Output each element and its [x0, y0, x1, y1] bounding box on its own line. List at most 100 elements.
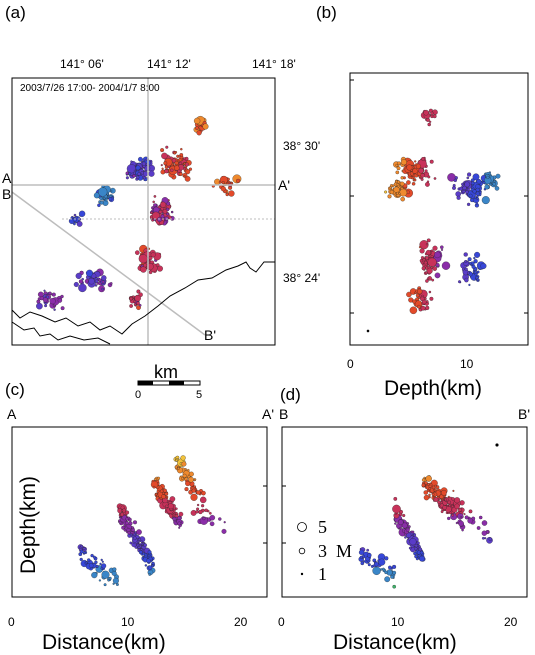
hypocenter-dot: [425, 243, 429, 246]
hypocenter-dot: [468, 193, 473, 198]
panel-label-d: (d): [280, 385, 301, 404]
hypocenter-dot: [390, 575, 394, 579]
hypocenter-dot: [199, 496, 207, 504]
hypocenter-dot: [44, 304, 48, 308]
hypocenter-dot: [429, 159, 434, 164]
hypocenter-dot: [378, 558, 386, 566]
scale-tick: 0: [135, 389, 141, 401]
hypocenter-dot: [185, 480, 191, 487]
hypocenter-dot: [125, 521, 129, 526]
hypocenter-dot: [46, 295, 50, 299]
hypocenter-dot: [171, 210, 174, 214]
hypocenter-dot: [148, 170, 155, 177]
hypocenter-dot: [138, 537, 141, 541]
hypocenter-dot: [126, 528, 131, 532]
hypocenter-dot: [419, 240, 429, 250]
hypocenter-dot: [165, 145, 169, 149]
hypocenter-dot: [109, 282, 113, 285]
hypocenter-dot: [476, 526, 481, 530]
hypocenter-dot: [137, 172, 141, 176]
hypocenter-dot: [102, 196, 106, 200]
hypocenter-dot: [133, 300, 137, 303]
hypocenter-dot: [464, 515, 469, 520]
hypocenter-dot: [414, 291, 417, 295]
hypocenter-dot: [423, 494, 430, 501]
hypocenter-dot: [160, 201, 167, 208]
hypocenter-dot: [406, 164, 413, 171]
hypocenter-dot: [130, 531, 134, 535]
hypocenter-dot: [93, 192, 100, 199]
hypocenter-dot: [73, 222, 76, 226]
hypocenter-dot: [150, 211, 153, 215]
legend-magnitude-label: M: [336, 541, 352, 561]
hypocenter-dot: [80, 544, 84, 548]
hypocenter-dot: [195, 126, 199, 131]
hypocenter-dot: [99, 200, 104, 205]
hypocenter-dot: [164, 492, 169, 496]
hypocenter-dot: [101, 280, 105, 284]
hypocenter-dot: [392, 504, 401, 514]
section-end-b: B: [279, 406, 288, 422]
hypocenter-dot: [196, 130, 202, 136]
hypocenter-dot: [177, 521, 182, 526]
legend-symbol-m1: [300, 572, 304, 576]
hypocenter-dot: [379, 568, 383, 571]
hypocenter-dot: [162, 491, 165, 495]
hypocenter-dot: [423, 490, 429, 495]
hypocenter-dot: [167, 503, 174, 510]
hypocenter-dot: [155, 263, 160, 267]
hypocenter-dot: [464, 181, 471, 188]
hypocenter-dot: [494, 186, 500, 191]
hypocenter-dot: [389, 184, 394, 188]
hypocenter-dot: [425, 475, 432, 482]
hypocenter-dot: [396, 184, 400, 188]
hypocenter-dot: [459, 186, 464, 191]
scale-tick: 5: [196, 389, 202, 401]
hypocenter-dot: [187, 468, 190, 472]
hypocenter-dot: [384, 190, 388, 194]
hypocenter-dot: [428, 493, 431, 497]
hypocenter-dot: [181, 461, 187, 467]
hypocenter-dot: [358, 549, 365, 556]
hypocenter-dot: [109, 189, 113, 193]
hypocenter-dot: [415, 293, 420, 298]
hypocenter-dot: [474, 251, 481, 258]
hypocenter-dot: [414, 544, 418, 548]
hypocenter-dot: [190, 493, 198, 501]
hypocenter-dot: [431, 278, 435, 282]
hypocenter-dot: [473, 196, 477, 199]
hypocenter-dot: [361, 554, 365, 558]
section-label-a-prime: A': [278, 177, 290, 193]
hypocenter-dot: [148, 256, 153, 260]
hypocenter-dot: [431, 485, 436, 490]
hypocenter-dot: [466, 202, 471, 207]
hypocenter-dot: [395, 170, 400, 175]
hypocenter-dot: [400, 196, 405, 202]
hypocenter-dot: [399, 188, 408, 197]
hypocenter-dot: [128, 521, 133, 526]
hypocenter-dot: [475, 191, 480, 196]
hypocenter-dot: [95, 564, 99, 568]
hypocenter-dot: [470, 263, 473, 267]
hypocenter-dot: [417, 288, 423, 295]
hypocenter-dot: [101, 275, 107, 281]
hypocenter-dot: [423, 260, 428, 265]
hypocenter-dot: [144, 564, 148, 567]
hypocenter-dot: [467, 172, 472, 177]
hypocenter-dot: [451, 497, 455, 501]
lat-tick-label: 38° 24': [283, 271, 320, 285]
hypocenter-dot: [209, 521, 215, 527]
hypocenter-dot: [87, 558, 91, 562]
hypocenter-dot: [180, 455, 186, 461]
hypocenter-dot: [429, 120, 432, 123]
hypocenter-dot: [431, 492, 435, 496]
hypocenter-dot: [132, 174, 136, 178]
hypocenter-dot: [129, 304, 133, 308]
depth-tick: 0: [347, 357, 354, 371]
hypocenter-dot: [184, 175, 191, 182]
hypocenter-dot: [188, 471, 194, 477]
hypocenter-dot: [418, 245, 422, 249]
hypocenter-dot: [400, 176, 404, 180]
section-label-b-prime: B': [204, 327, 216, 343]
section-d-panel: B B' 0 10 20 Distance(km) 5 3 1 M: [278, 406, 530, 654]
